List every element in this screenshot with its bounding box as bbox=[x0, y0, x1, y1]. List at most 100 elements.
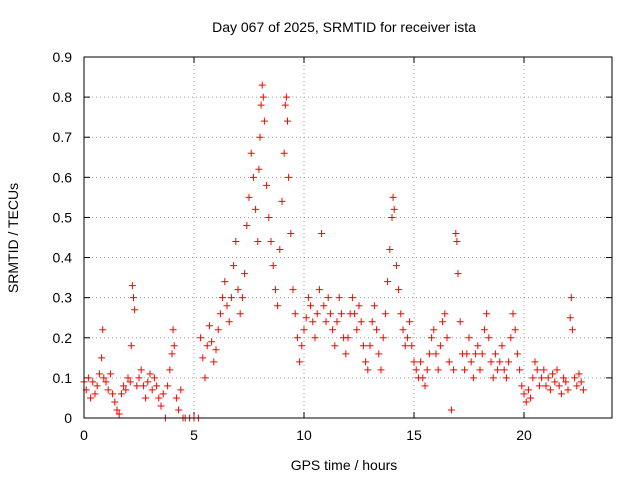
data-point bbox=[111, 398, 119, 406]
data-point bbox=[485, 334, 493, 342]
data-point bbox=[553, 366, 561, 374]
data-point bbox=[417, 358, 425, 366]
data-point bbox=[562, 378, 570, 386]
data-point bbox=[210, 358, 218, 366]
data-point bbox=[133, 382, 141, 390]
data-point bbox=[144, 378, 152, 386]
data-point bbox=[168, 350, 176, 358]
data-point bbox=[436, 342, 444, 350]
data-point bbox=[500, 366, 508, 374]
data-point bbox=[282, 93, 290, 101]
data-point bbox=[403, 334, 411, 342]
data-point bbox=[337, 310, 345, 318]
data-point bbox=[87, 394, 95, 402]
data-point bbox=[408, 342, 416, 350]
data-point bbox=[175, 406, 183, 414]
data-point bbox=[93, 382, 101, 390]
data-point bbox=[150, 374, 158, 382]
data-point bbox=[557, 390, 565, 398]
data-point bbox=[489, 374, 497, 382]
data-point bbox=[476, 366, 484, 374]
x-tick-label: 20 bbox=[516, 427, 532, 443]
y-tick-label: 0.9 bbox=[53, 49, 73, 65]
data-point bbox=[373, 326, 381, 334]
data-point bbox=[502, 374, 510, 382]
data-point bbox=[568, 326, 576, 334]
data-point bbox=[91, 390, 99, 398]
data-point bbox=[197, 334, 205, 342]
data-point bbox=[124, 374, 132, 382]
data-point bbox=[567, 294, 575, 302]
data-point bbox=[284, 117, 291, 125]
data-point bbox=[298, 342, 306, 350]
data-point bbox=[243, 221, 251, 229]
data-point bbox=[300, 326, 308, 334]
chart-title: Day 067 of 2025, SRMTID for receiver ist… bbox=[212, 19, 476, 35]
data-point bbox=[542, 382, 550, 390]
data-point bbox=[456, 318, 464, 326]
data-point bbox=[522, 398, 530, 406]
data-point bbox=[309, 318, 317, 326]
y-tick-label: 0.1 bbox=[53, 370, 73, 386]
data-point bbox=[311, 334, 319, 342]
data-point bbox=[520, 390, 528, 398]
data-point bbox=[322, 318, 330, 326]
data-point bbox=[155, 394, 163, 402]
data-point bbox=[487, 358, 495, 366]
data-point bbox=[454, 270, 462, 278]
data-point bbox=[388, 213, 396, 221]
data-point bbox=[357, 318, 365, 326]
data-point bbox=[238, 294, 246, 302]
data-point bbox=[269, 262, 277, 270]
data-point bbox=[214, 326, 222, 334]
data-point bbox=[447, 406, 455, 414]
data-point bbox=[529, 374, 537, 382]
data-point bbox=[234, 286, 242, 294]
data-point bbox=[169, 326, 177, 334]
data-point bbox=[285, 173, 293, 181]
data-point bbox=[221, 278, 229, 286]
data-point bbox=[102, 378, 110, 386]
data-point bbox=[104, 386, 112, 394]
data-point bbox=[491, 350, 499, 358]
y-tick-label: 0.2 bbox=[53, 330, 73, 346]
data-point bbox=[146, 370, 154, 378]
data-point bbox=[527, 394, 535, 402]
data-point bbox=[252, 205, 260, 213]
data-point bbox=[304, 294, 312, 302]
data-point bbox=[535, 382, 543, 390]
data-point bbox=[98, 354, 106, 362]
data-point bbox=[353, 326, 361, 334]
data-point bbox=[423, 366, 431, 374]
data-point bbox=[255, 165, 263, 173]
data-point bbox=[566, 314, 574, 322]
data-point bbox=[122, 386, 130, 394]
data-point bbox=[232, 238, 240, 246]
data-point bbox=[170, 342, 178, 350]
data-point bbox=[434, 366, 442, 374]
data-point bbox=[364, 366, 372, 374]
data-point bbox=[166, 366, 174, 374]
data-point bbox=[518, 382, 526, 390]
data-point bbox=[137, 366, 145, 374]
data-point bbox=[263, 181, 271, 189]
data-point bbox=[453, 238, 461, 246]
data-points bbox=[80, 81, 587, 422]
data-point bbox=[560, 374, 568, 382]
data-point bbox=[401, 342, 409, 350]
data-point bbox=[395, 286, 403, 294]
x-tick-label: 15 bbox=[406, 427, 422, 443]
data-point bbox=[254, 238, 262, 246]
data-point bbox=[281, 101, 289, 109]
data-point bbox=[331, 342, 339, 350]
data-point bbox=[494, 366, 502, 374]
data-point bbox=[203, 342, 211, 350]
data-point bbox=[441, 310, 449, 318]
data-point bbox=[544, 374, 552, 382]
data-point bbox=[130, 294, 137, 302]
data-point bbox=[467, 358, 475, 366]
data-point bbox=[335, 294, 343, 302]
data-point bbox=[430, 326, 438, 334]
data-point bbox=[274, 302, 282, 310]
data-point bbox=[223, 302, 231, 310]
